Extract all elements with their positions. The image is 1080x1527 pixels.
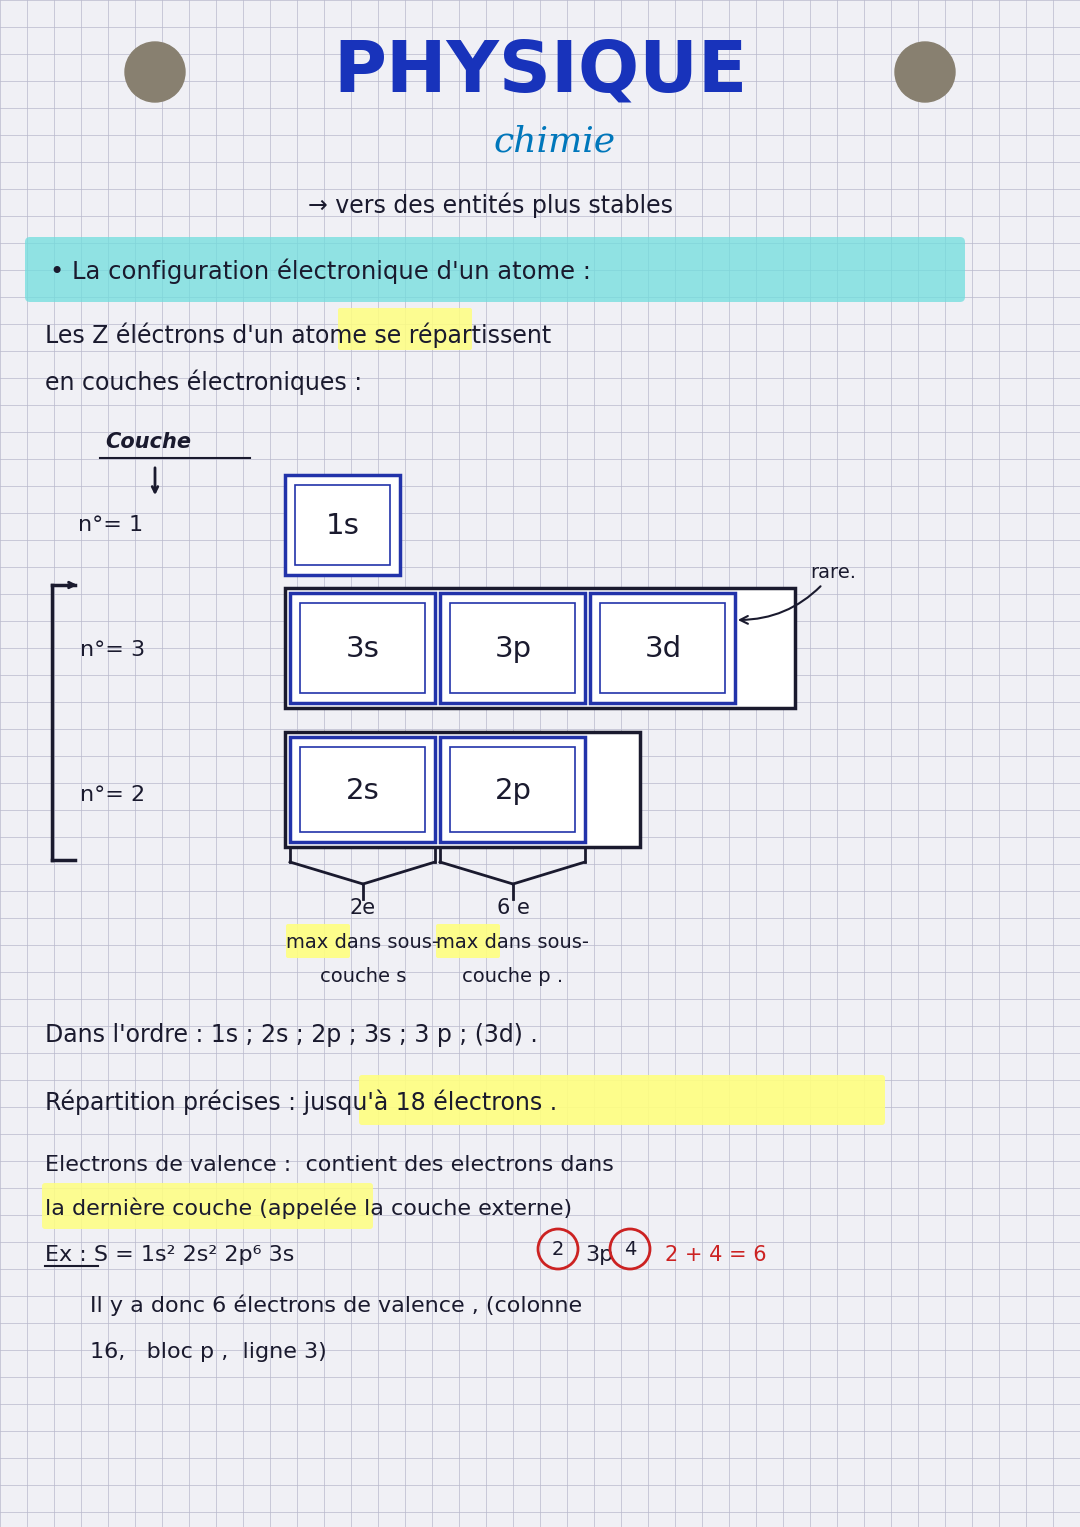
Text: 2 + 4 = 6: 2 + 4 = 6 <box>665 1245 767 1264</box>
Text: rare.: rare. <box>740 562 856 625</box>
Bar <box>300 603 426 693</box>
Text: max dans sous-: max dans sous- <box>436 933 590 951</box>
Text: Electrons de valence :  contient des electrons dans: Electrons de valence : contient des elec… <box>45 1154 613 1174</box>
Bar <box>285 475 400 576</box>
Text: Répartition précises : jusqu'à 18 électrons .: Répartition précises : jusqu'à 18 électr… <box>45 1089 557 1115</box>
Text: 2e: 2e <box>350 898 376 918</box>
Text: 3s: 3s <box>346 635 380 663</box>
Text: chimie: chimie <box>494 125 616 159</box>
Text: 2p: 2p <box>495 777 531 805</box>
Text: 4: 4 <box>624 1240 636 1258</box>
Text: la dernière couche (appelée la couche externe): la dernière couche (appelée la couche ex… <box>45 1197 572 1219</box>
Text: 6 e: 6 e <box>497 898 529 918</box>
Bar <box>450 747 575 832</box>
Text: couche s: couche s <box>320 967 406 985</box>
FancyBboxPatch shape <box>436 924 500 957</box>
Text: couche p .: couche p . <box>462 967 564 985</box>
Text: Il y a donc 6 électrons de valence , (colonne: Il y a donc 6 électrons de valence , (co… <box>90 1295 582 1316</box>
Bar <box>285 588 795 709</box>
Text: 16,   bloc p ,  ligne 3): 16, bloc p , ligne 3) <box>90 1342 327 1362</box>
Text: Ex : S = 1s² 2s² 2p⁶ 3s: Ex : S = 1s² 2s² 2p⁶ 3s <box>45 1245 295 1264</box>
Bar <box>440 592 585 702</box>
Text: n°= 3: n°= 3 <box>80 640 145 660</box>
Text: 2: 2 <box>552 1240 564 1258</box>
Text: PHYSIQUE: PHYSIQUE <box>333 38 747 107</box>
Text: en couches électroniques :: en couches électroniques : <box>45 370 362 395</box>
Text: Les Z éléctrons d'un atome se répartissent: Les Z éléctrons d'un atome se répartisse… <box>45 322 551 348</box>
FancyBboxPatch shape <box>42 1183 373 1229</box>
Bar <box>450 603 575 693</box>
Text: n°= 2: n°= 2 <box>80 785 145 805</box>
Text: max dans sous-: max dans sous- <box>286 933 440 951</box>
Text: 3p: 3p <box>585 1245 613 1264</box>
FancyBboxPatch shape <box>359 1075 885 1125</box>
Circle shape <box>895 43 955 102</box>
Bar <box>590 592 735 702</box>
Bar <box>440 738 585 841</box>
Text: 2s: 2s <box>346 777 380 805</box>
Bar <box>291 592 435 702</box>
Text: Dans l'ordre : 1s ; 2s ; 2p ; 3s ; 3 p ; (3d) .: Dans l'ordre : 1s ; 2s ; 2p ; 3s ; 3 p ;… <box>45 1023 538 1048</box>
Text: 3d: 3d <box>645 635 681 663</box>
Text: Couche: Couche <box>105 432 191 452</box>
Bar <box>291 738 435 841</box>
Text: → vers des entités plus stables: → vers des entités plus stables <box>308 192 673 218</box>
Bar <box>300 747 426 832</box>
FancyBboxPatch shape <box>25 237 966 302</box>
FancyBboxPatch shape <box>338 308 472 350</box>
Text: • La configuration électronique d'un atome :: • La configuration électronique d'un ato… <box>50 258 591 284</box>
Circle shape <box>125 43 185 102</box>
Bar <box>600 603 725 693</box>
Bar <box>285 731 640 847</box>
Text: 3p: 3p <box>495 635 531 663</box>
Text: 1s: 1s <box>326 512 360 541</box>
FancyBboxPatch shape <box>286 924 350 957</box>
Bar <box>295 486 390 565</box>
Text: n°= 1: n°= 1 <box>78 515 144 534</box>
